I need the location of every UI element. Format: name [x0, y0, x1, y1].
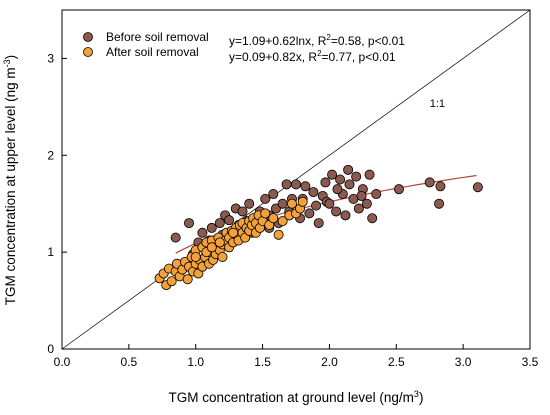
data-point — [472, 182, 483, 193]
x-tick-label: 1.5 — [254, 355, 271, 369]
data-point — [214, 237, 225, 248]
plot-frame — [61, 9, 531, 350]
y-tick-label: 1 — [47, 245, 54, 259]
reference-line-label: 1:1 — [430, 98, 445, 110]
data-point — [214, 218, 225, 229]
data-point — [313, 218, 324, 229]
data-point — [170, 232, 181, 243]
y-axis-ticks: 0 1 2 3 — [47, 51, 67, 356]
data-point — [237, 206, 248, 217]
data-point — [217, 251, 228, 262]
data-point — [367, 213, 378, 224]
data-point — [371, 189, 382, 200]
data-point — [270, 203, 281, 214]
x-axis-ticks: 0.0 0.5 1.0 1.5 2.0 2.5 3.0 3.5 — [54, 344, 539, 369]
data-point — [244, 198, 255, 209]
x-axis-title: TGM concentration at ground level (ng/m3… — [169, 389, 424, 405]
data-point — [228, 227, 239, 238]
data-point — [260, 193, 271, 204]
data-point — [190, 251, 201, 262]
data-point — [424, 177, 435, 188]
data-point — [435, 181, 446, 192]
y-tick-label: 0 — [47, 342, 54, 356]
legend-label-before: Before soil removal — [106, 30, 209, 44]
data-point — [361, 198, 372, 209]
data-point — [364, 169, 375, 180]
data-point — [206, 242, 217, 253]
data-point — [268, 213, 279, 224]
x-tick-label: 0.0 — [54, 355, 71, 369]
data-point — [206, 222, 217, 233]
data-point — [344, 179, 355, 190]
data-point — [268, 189, 279, 200]
legend-marker-after — [83, 47, 93, 57]
x-tick-label: 2.5 — [388, 355, 405, 369]
data-point — [166, 276, 177, 287]
data-point — [224, 215, 235, 226]
x-tick-label: 3.0 — [455, 355, 472, 369]
x-tick-label: 3.5 — [522, 355, 539, 369]
data-point — [197, 227, 208, 238]
plot-area — [61, 9, 531, 350]
data-point — [393, 184, 404, 195]
data-point — [353, 203, 364, 214]
data-point — [335, 174, 346, 185]
x-tick-label: 1.0 — [187, 355, 204, 369]
data-point — [331, 206, 342, 217]
data-point — [300, 181, 311, 192]
data-point — [434, 198, 445, 209]
data-point — [308, 187, 319, 198]
data-point — [320, 177, 331, 188]
x-tick-label: 2.0 — [321, 355, 338, 369]
data-point — [343, 164, 354, 175]
data-point — [297, 196, 308, 207]
legend-marker-before — [83, 32, 93, 42]
data-points — [154, 164, 483, 291]
legend-label-after: After soil removal — [106, 45, 199, 59]
data-point — [304, 208, 315, 219]
data-point — [260, 208, 271, 219]
equation-before: y=1.09+0.62lnx, R2=0.58, p<0.01 — [229, 33, 405, 48]
data-point — [332, 184, 343, 195]
y-tick-label: 3 — [47, 51, 54, 65]
legend: Before soil removal After soil removal — [83, 30, 209, 59]
data-point — [286, 198, 297, 209]
data-point — [277, 216, 288, 227]
data-point — [182, 274, 193, 285]
data-point — [351, 171, 362, 182]
equation-after: y=0.09+0.82x, R2=0.77, p<0.01 — [229, 49, 396, 64]
data-point — [356, 190, 367, 201]
data-point — [327, 169, 338, 180]
data-point — [277, 198, 288, 209]
data-point — [324, 198, 335, 209]
data-point — [281, 179, 292, 190]
x-tick-label: 0.5 — [121, 355, 138, 369]
data-point — [340, 210, 351, 221]
y-axis-title: TGM concentration at upper level (ng m-3… — [2, 55, 18, 305]
y-tick-label: 2 — [47, 148, 54, 162]
data-point — [273, 229, 284, 240]
data-point — [184, 218, 195, 229]
series-after — [154, 196, 308, 291]
data-point — [311, 200, 322, 211]
data-point — [290, 179, 301, 190]
